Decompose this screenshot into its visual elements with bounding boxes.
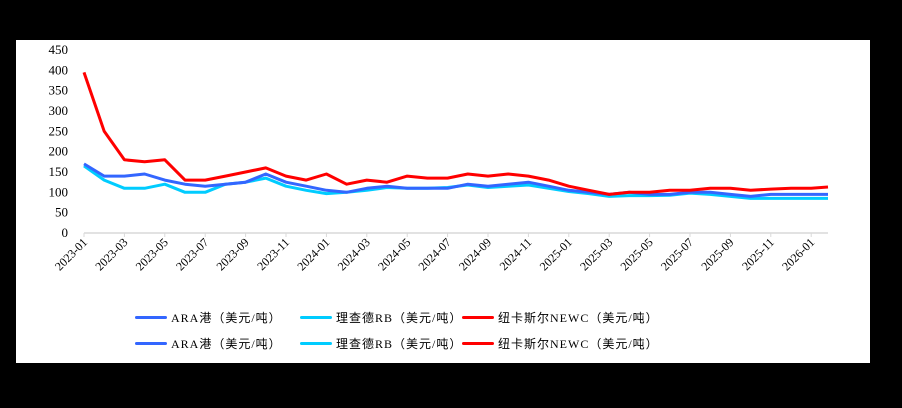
x-tick-label: 2023-05: [133, 235, 171, 273]
x-tick-label: 2023-09: [214, 235, 252, 273]
y-tick-label: 100: [49, 184, 69, 199]
y-tick-label: 450: [49, 42, 69, 57]
y-tick-label: 0: [62, 225, 69, 240]
x-tick-label: 2025-11: [739, 235, 777, 273]
series-line-0: [83, 162, 828, 198]
x-tick-label: 2024-01: [294, 235, 332, 273]
y-tick-label: 350: [49, 83, 69, 98]
x-tick-label: 2026-01: [779, 235, 817, 273]
x-tick-label: 2024-03: [335, 235, 373, 273]
x-tick-label: 2024-07: [416, 235, 454, 273]
y-tick-label: 400: [49, 62, 69, 77]
x-tick-label: 2024-11: [497, 235, 535, 273]
chart-lines: [82, 71, 829, 200]
y-axis: 0 50 100 150 200 250 300 350 400 450: [49, 42, 69, 240]
x-tick-label: 2024-09: [456, 235, 494, 273]
x-tick-label: 2023-11: [254, 235, 292, 273]
x-axis: 2023-01 2023-03 2023-05 2023-07 2023-09 2023-…: [52, 232, 828, 273]
y-tick-label: 50: [55, 205, 68, 220]
y-tick-label: 200: [49, 144, 69, 159]
y-tick-label: 150: [49, 164, 69, 179]
x-tick-label: 2025-05: [618, 235, 656, 273]
y-tick-label: 300: [49, 103, 69, 118]
y-tick-label: 250: [49, 123, 69, 138]
x-tick-label: 2025-03: [577, 235, 615, 273]
x-tick-label: 2023-01: [52, 235, 90, 273]
x-tick-label: 2025-07: [658, 235, 696, 273]
x-tick-label: 2023-07: [173, 235, 211, 273]
x-tick-label: 2024-05: [375, 235, 413, 273]
series-line-2: [82, 71, 829, 196]
x-tick-label: 2025-01: [537, 235, 575, 273]
x-tick-label: 2023-03: [92, 235, 130, 273]
chart-panel: [16, 40, 870, 363]
x-tick-label: 2025-09: [698, 235, 736, 273]
